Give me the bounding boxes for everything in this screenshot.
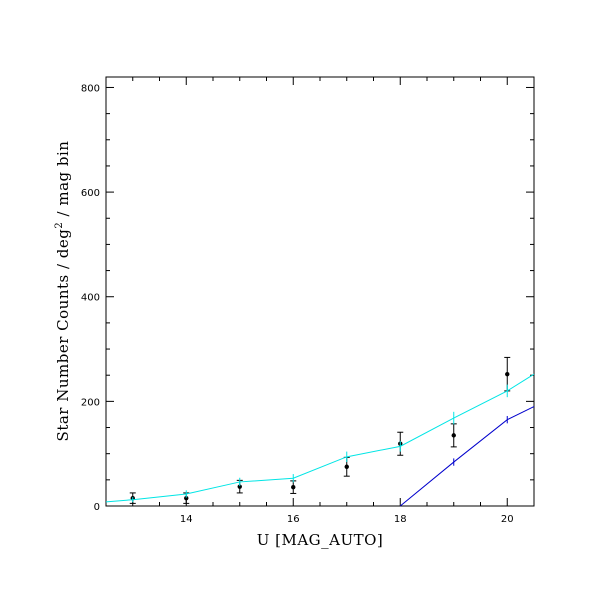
- x-tick-label: 18: [394, 514, 407, 525]
- data-point: [291, 484, 296, 490]
- model-line-1: [105, 373, 535, 503]
- data-point: [184, 495, 189, 501]
- x-tick-label: 14: [180, 514, 193, 525]
- y-axis-title-sup: 2: [54, 222, 65, 229]
- data-point: [344, 464, 349, 469]
- y-tick-label: 0: [94, 502, 100, 513]
- y-tick-label: 400: [81, 293, 100, 304]
- data-point: [237, 484, 242, 489]
- y-axis-title-main: Star Number Counts / deg: [54, 229, 72, 442]
- y-axis-title: Star Number Counts / deg2 / mag bin: [54, 141, 72, 442]
- data-point: [505, 371, 510, 377]
- axis-ticks: [105, 77, 535, 507]
- model-line-2: [399, 406, 535, 507]
- y-tick-label: 800: [81, 83, 100, 94]
- data-point: [451, 433, 456, 438]
- series-layer: [105, 356, 535, 507]
- x-tick-label: 20: [501, 514, 514, 525]
- y-tick-label: 600: [81, 188, 100, 199]
- plot-frame: [105, 76, 535, 507]
- x-tick-label: 16: [287, 514, 300, 525]
- y-axis-title-tail: / mag bin: [54, 141, 72, 222]
- x-axis-title: U [MAG_AUTO]: [257, 531, 384, 549]
- y-tick-label: 200: [81, 397, 100, 408]
